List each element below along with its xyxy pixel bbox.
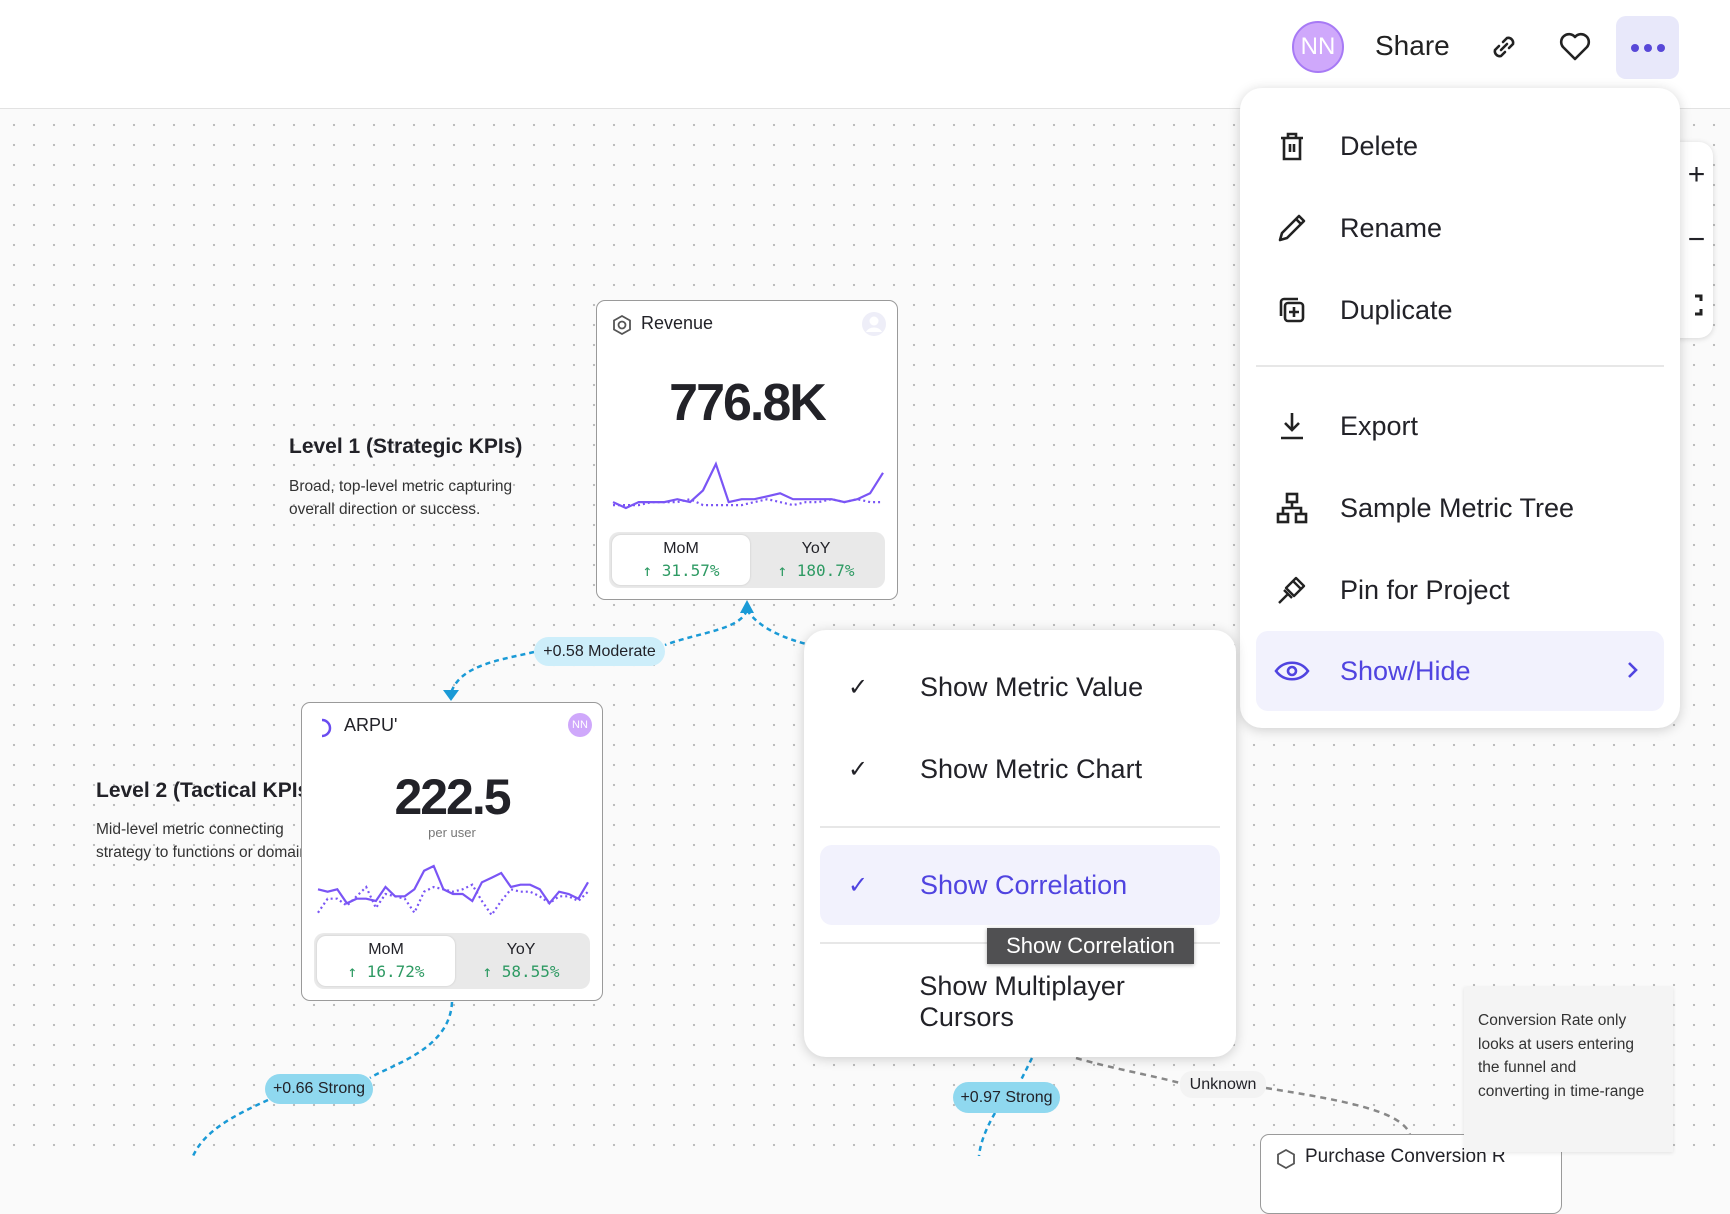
submenu-divider xyxy=(820,826,1220,828)
card-title: Revenue xyxy=(641,313,714,333)
duplicate-icon xyxy=(1272,290,1312,330)
correlation-badge-unknown[interactable]: Unknown xyxy=(1180,1071,1266,1098)
note-line: the funnel and xyxy=(1478,1059,1577,1076)
comparison-toggle[interactable]: MoM ↑ 31.57% YoY ↑ 180.7% xyxy=(609,532,885,588)
submenu-item-show-correlation[interactable]: ✓ Show Correlation xyxy=(820,845,1220,925)
metric-card-revenue[interactable]: Revenue 776.8K MoM ↑ 31.57% YoY ↑ 180.7% xyxy=(596,300,898,600)
menu-item-label: Duplicate xyxy=(1340,294,1453,325)
show-hide-submenu: ✓ Show Metric Value ✓ Show Metric Chart ✓ S… xyxy=(804,630,1236,1057)
pin-icon xyxy=(1272,570,1312,610)
menu-item-delete[interactable]: Delete xyxy=(1256,106,1664,186)
yoy-value: ↑ 58.55% xyxy=(482,962,560,981)
submenu-item-label: Show Correlation xyxy=(920,869,1128,900)
menu-item-label: Delete xyxy=(1340,130,1419,161)
desc-line: Broad, top-level metric capturing xyxy=(289,478,513,495)
user-avatar[interactable]: NN xyxy=(1292,21,1344,73)
hexagon-icon xyxy=(613,314,631,336)
menu-item-pin-for-project[interactable]: Pin for Project xyxy=(1256,550,1664,630)
desc-line: overall direction or success. xyxy=(289,501,481,518)
heart-icon[interactable] xyxy=(1555,27,1595,67)
menu-item-export[interactable]: Export xyxy=(1256,386,1664,466)
submenu-item-label: Show Metric Value xyxy=(920,671,1144,702)
menu-item-show-hide[interactable]: Show/Hide xyxy=(1256,631,1664,711)
submenu-item-label: Show Metric Chart xyxy=(920,753,1143,784)
note-line: converting in time-range xyxy=(1478,1082,1645,1100)
avatar: NN xyxy=(568,713,592,737)
correlation-badge[interactable]: +0.66 Strong xyxy=(265,1074,373,1104)
yoy-tab[interactable]: YoY ↑ 58.55% xyxy=(452,936,590,986)
menu-item-label: Show/Hide xyxy=(1340,655,1471,686)
level-title: Level 2 (Tactical KPIs) xyxy=(96,779,317,802)
mom-value: ↑ 31.57% xyxy=(642,561,720,580)
mom-label: MoM xyxy=(663,540,699,557)
yoy-value: ↑ 180.7% xyxy=(777,561,855,580)
link-icon[interactable] xyxy=(1484,27,1524,67)
note-line: looks at users entering xyxy=(1478,1035,1634,1053)
metric-card-arpu[interactable]: ARPU' NN 222.5 per user MoM ↑ 16.72% YoY ↑… xyxy=(301,702,603,1001)
metric-value: 776.8K xyxy=(669,374,827,432)
menu-item-rename[interactable]: Rename xyxy=(1256,188,1664,268)
fit-screen-icon xyxy=(1694,294,1702,315)
level-title: Level 1 (Strategic KPIs) xyxy=(289,435,523,458)
loading-spinner-icon xyxy=(321,718,332,738)
sticky-note[interactable]: Conversion Rate only looks at users ente… xyxy=(1464,987,1673,1152)
yoy-label: YoY xyxy=(506,941,536,958)
menu-item-label: Export xyxy=(1340,410,1419,441)
user-avatar-icon xyxy=(862,312,886,336)
mom-label: MoM xyxy=(368,941,404,958)
more-options-button[interactable] xyxy=(1616,16,1679,79)
mom-tab[interactable]: MoM ↑ 31.57% xyxy=(612,535,750,585)
trash-icon xyxy=(1272,126,1312,166)
sparkline-chart xyxy=(612,461,884,510)
menu-item-label: Sample Metric Tree xyxy=(1340,492,1575,523)
desc-line: Mid-level metric connecting xyxy=(96,821,284,838)
download-icon xyxy=(1272,406,1312,446)
zoom-in-button[interactable]: + xyxy=(1687,157,1706,191)
submenu-item-label: Show Multiplayer Cursors xyxy=(919,971,1125,1032)
submenu-item-show-metric-chart[interactable]: ✓ Show Metric Chart xyxy=(820,729,1220,809)
comparison-toggle[interactable]: MoM ↑ 16.72% YoY ↑ 58.55% xyxy=(314,933,590,989)
share-button[interactable]: Share xyxy=(1375,30,1450,61)
check-icon: ✓ xyxy=(848,755,869,783)
sparkline-chart xyxy=(317,864,589,917)
correlation-badge[interactable]: +0.58 Moderate xyxy=(534,637,665,666)
tree-icon xyxy=(1272,488,1312,528)
chevron-right-icon xyxy=(1628,662,1638,678)
yoy-tab[interactable]: YoY ↑ 180.7% xyxy=(747,535,885,585)
mom-value: ↑ 16.72% xyxy=(347,962,425,981)
level-description: Mid-level metric connecting strategy to … xyxy=(96,818,320,864)
level-description: Broad, top-level metric capturing overal… xyxy=(289,475,512,521)
metric-unit: per user xyxy=(428,825,476,840)
submenu-item-show-metric-value[interactable]: ✓ Show Metric Value xyxy=(820,647,1220,727)
menu-item-sample-metric-tree[interactable]: Sample Metric Tree xyxy=(1256,468,1664,548)
tooltip: Show Correlation xyxy=(987,928,1194,964)
sparkline-baseline xyxy=(317,883,589,917)
desc-line: strategy to functions or domains. xyxy=(96,844,321,861)
metric-value: 222.5 xyxy=(394,769,511,825)
menu-divider xyxy=(1256,365,1664,367)
fit-screen-button[interactable] xyxy=(1680,272,1713,337)
menu-item-duplicate[interactable]: Duplicate xyxy=(1256,270,1664,350)
check-icon: ✓ xyxy=(848,673,869,701)
menu-item-label: Pin for Project xyxy=(1340,574,1510,605)
zoom-out-button[interactable]: − xyxy=(1687,222,1706,256)
mom-tab[interactable]: MoM ↑ 16.72% xyxy=(317,936,455,986)
correlation-badge[interactable]: +0.97 Strong xyxy=(953,1082,1060,1113)
card-title: ARPU' xyxy=(344,715,398,735)
menu-item-label: Rename xyxy=(1340,212,1443,243)
eye-icon xyxy=(1272,651,1312,691)
options-menu: Delete Rename Duplicate Export Sample Me… xyxy=(1240,88,1680,728)
yoy-label: YoY xyxy=(801,540,831,557)
pencil-icon xyxy=(1272,208,1312,248)
sparkline-series xyxy=(317,864,589,906)
note-line: Conversion Rate only xyxy=(1478,1012,1627,1029)
sparkline-series xyxy=(612,461,884,510)
submenu-item-show-multiplayer-cursors[interactable]: Show Multiplayer Cursors xyxy=(820,962,1220,1042)
hexagon-icon xyxy=(1277,1148,1295,1170)
check-icon: ✓ xyxy=(848,871,869,899)
